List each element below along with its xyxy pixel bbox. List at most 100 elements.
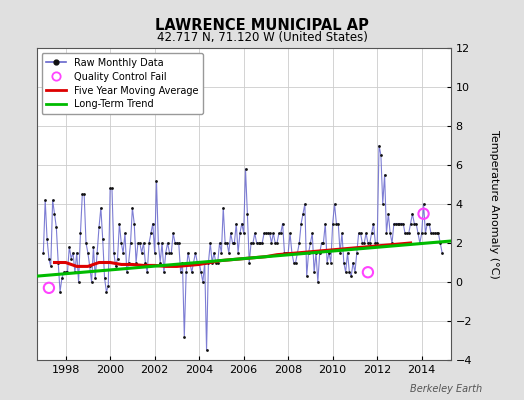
Point [360,240,368,246]
Point [89,244,97,250]
Point [154,240,162,246]
Point [239,230,248,236]
Point [267,240,276,246]
Point [84,250,92,256]
Point [345,269,354,276]
Point [388,240,396,246]
Point [223,240,231,246]
Point [414,230,422,236]
Point [436,240,444,246]
Point [431,230,439,236]
Point [408,210,417,217]
Point [195,259,203,266]
Point [302,273,311,279]
Point [367,230,376,236]
Point [386,230,395,236]
Point [249,240,257,246]
Point [178,259,187,266]
Point [364,240,372,246]
Point [82,240,90,246]
Point [351,269,359,276]
Point [52,224,61,230]
Point [126,240,135,246]
Point [349,259,357,266]
Point [48,197,57,203]
Point [43,236,51,242]
Point [232,220,241,227]
Point [215,240,224,246]
Point [237,220,246,227]
Point [188,269,196,276]
Point [394,220,402,227]
Point [139,240,148,246]
Point [334,220,343,227]
Point [74,279,83,285]
Point [253,240,261,246]
Point [137,250,146,256]
Point [391,220,400,227]
Point [180,333,189,340]
Point [208,259,216,266]
Point [123,269,131,276]
Point [177,269,185,276]
Point [165,250,173,256]
Point [326,259,335,266]
Point [364,269,372,276]
Point [323,259,331,266]
Point [39,250,48,256]
Point [45,255,53,262]
Point [171,240,179,246]
Point [421,230,430,236]
Point [319,240,328,246]
Point [78,191,86,198]
Point [189,259,198,266]
Point [260,230,268,236]
Point [432,230,441,236]
Point [405,230,413,236]
Point [343,250,352,256]
Point [101,275,109,281]
Point [193,259,202,266]
Point [321,220,330,227]
Point [358,240,367,246]
Point [202,347,211,354]
Point [336,250,344,256]
Point [401,230,409,236]
Point [197,269,205,276]
Point [121,230,129,236]
Point [377,152,385,158]
Point [160,269,168,276]
Point [50,210,59,217]
Point [242,166,250,172]
Point [378,201,387,207]
Text: Berkeley Earth: Berkeley Earth [410,384,482,394]
Point [112,263,120,270]
Point [427,230,435,236]
Point [132,259,140,266]
Point [163,240,172,246]
Point [156,259,165,266]
Point [67,255,75,262]
Point [306,240,314,246]
Point [332,220,341,227]
Point [297,220,305,227]
Point [204,259,213,266]
Point [149,220,157,227]
Point [286,230,294,236]
Point [416,240,424,246]
Point [226,230,235,236]
Point [117,240,125,246]
Point [230,240,238,246]
Point [102,288,111,295]
Point [362,230,370,236]
Point [167,250,176,256]
Point [288,250,296,256]
Point [434,230,443,236]
Point [407,220,415,227]
Point [113,255,122,262]
Point [347,273,355,279]
Point [69,250,77,256]
Point [219,205,227,211]
Point [291,259,300,266]
Point [423,220,431,227]
